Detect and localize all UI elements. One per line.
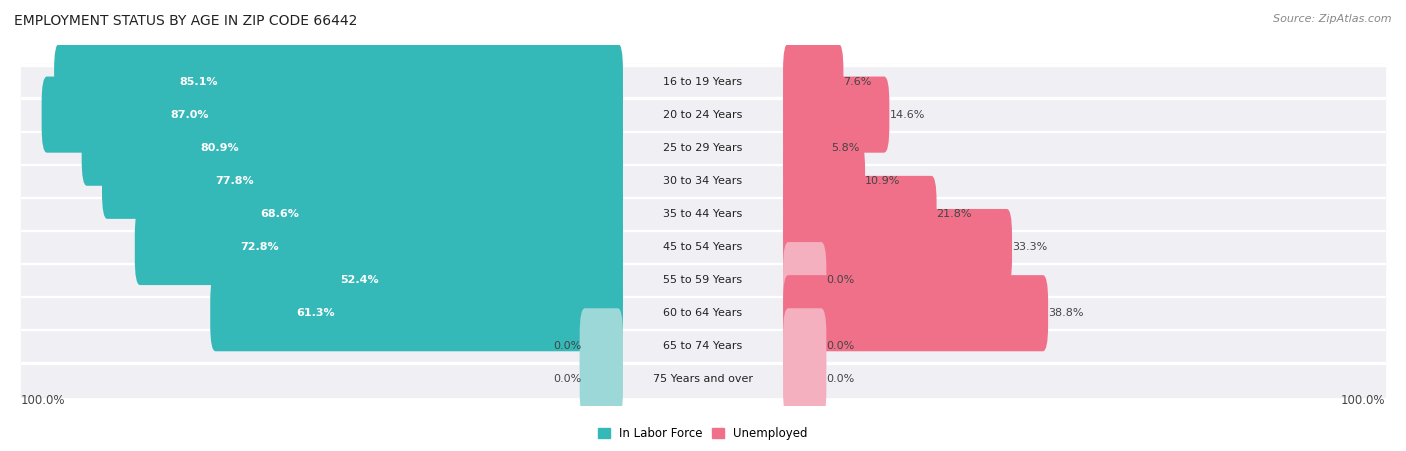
Text: 16 to 19 Years: 16 to 19 Years bbox=[664, 77, 742, 87]
Text: 77.8%: 77.8% bbox=[215, 176, 254, 186]
Bar bbox=[21, 64, 1385, 99]
Bar bbox=[21, 230, 1385, 231]
Text: 72.8%: 72.8% bbox=[240, 242, 278, 252]
Text: 87.0%: 87.0% bbox=[170, 110, 209, 120]
FancyBboxPatch shape bbox=[269, 242, 623, 318]
Bar bbox=[21, 329, 1385, 364]
Text: 0.0%: 0.0% bbox=[554, 341, 582, 351]
Text: 61.3%: 61.3% bbox=[297, 308, 336, 318]
FancyBboxPatch shape bbox=[783, 242, 827, 318]
Bar bbox=[21, 164, 1385, 165]
Text: 5.8%: 5.8% bbox=[831, 143, 860, 153]
FancyBboxPatch shape bbox=[783, 209, 1012, 285]
Bar bbox=[21, 329, 1385, 331]
Legend: In Labor Force, Unemployed: In Labor Force, Unemployed bbox=[598, 427, 808, 440]
FancyBboxPatch shape bbox=[783, 43, 844, 120]
Text: 0.0%: 0.0% bbox=[827, 374, 855, 384]
Bar bbox=[21, 263, 1385, 264]
Text: 10.9%: 10.9% bbox=[865, 176, 900, 186]
FancyBboxPatch shape bbox=[82, 110, 623, 186]
Bar bbox=[21, 362, 1385, 396]
FancyBboxPatch shape bbox=[579, 308, 623, 384]
Bar bbox=[21, 263, 1385, 297]
Bar bbox=[21, 197, 1385, 198]
Text: 75 Years and over: 75 Years and over bbox=[652, 374, 754, 384]
Text: 45 to 54 Years: 45 to 54 Years bbox=[664, 242, 742, 252]
Text: 20 to 24 Years: 20 to 24 Years bbox=[664, 110, 742, 120]
FancyBboxPatch shape bbox=[783, 275, 1047, 351]
Text: 35 to 44 Years: 35 to 44 Years bbox=[664, 209, 742, 219]
Bar bbox=[21, 64, 1385, 66]
FancyBboxPatch shape bbox=[53, 43, 623, 120]
Bar bbox=[21, 197, 1385, 231]
Text: 33.3%: 33.3% bbox=[1012, 242, 1047, 252]
FancyBboxPatch shape bbox=[42, 77, 623, 153]
Text: 0.0%: 0.0% bbox=[554, 374, 582, 384]
FancyBboxPatch shape bbox=[783, 176, 936, 252]
Text: 0.0%: 0.0% bbox=[827, 275, 855, 285]
Text: 68.6%: 68.6% bbox=[260, 209, 299, 219]
Text: 14.6%: 14.6% bbox=[890, 110, 925, 120]
FancyBboxPatch shape bbox=[783, 143, 865, 219]
FancyBboxPatch shape bbox=[135, 209, 623, 285]
Text: 21.8%: 21.8% bbox=[936, 209, 972, 219]
Bar bbox=[21, 164, 1385, 198]
Text: 38.8%: 38.8% bbox=[1047, 308, 1084, 318]
FancyBboxPatch shape bbox=[211, 275, 623, 351]
Text: 65 to 74 Years: 65 to 74 Years bbox=[664, 341, 742, 351]
Text: EMPLOYMENT STATUS BY AGE IN ZIP CODE 66442: EMPLOYMENT STATUS BY AGE IN ZIP CODE 664… bbox=[14, 14, 357, 28]
Text: 30 to 34 Years: 30 to 34 Years bbox=[664, 176, 742, 186]
Text: 80.9%: 80.9% bbox=[200, 143, 239, 153]
FancyBboxPatch shape bbox=[103, 143, 623, 219]
Bar bbox=[21, 230, 1385, 264]
Text: 60 to 64 Years: 60 to 64 Years bbox=[664, 308, 742, 318]
Bar bbox=[21, 362, 1385, 364]
FancyBboxPatch shape bbox=[783, 308, 827, 384]
Text: 100.0%: 100.0% bbox=[21, 395, 65, 407]
FancyBboxPatch shape bbox=[783, 77, 890, 153]
Text: 7.6%: 7.6% bbox=[844, 77, 872, 87]
Text: 85.1%: 85.1% bbox=[180, 77, 218, 87]
FancyBboxPatch shape bbox=[783, 341, 827, 418]
Bar bbox=[21, 296, 1385, 331]
Text: 25 to 29 Years: 25 to 29 Years bbox=[664, 143, 742, 153]
Text: 0.0%: 0.0% bbox=[827, 341, 855, 351]
Bar bbox=[21, 296, 1385, 297]
Bar bbox=[21, 130, 1385, 132]
Text: 100.0%: 100.0% bbox=[1341, 395, 1385, 407]
Text: Source: ZipAtlas.com: Source: ZipAtlas.com bbox=[1274, 14, 1392, 23]
FancyBboxPatch shape bbox=[783, 110, 831, 186]
Text: 52.4%: 52.4% bbox=[340, 275, 380, 285]
Text: 55 to 59 Years: 55 to 59 Years bbox=[664, 275, 742, 285]
FancyBboxPatch shape bbox=[579, 341, 623, 418]
Bar bbox=[21, 97, 1385, 99]
Bar bbox=[21, 97, 1385, 132]
FancyBboxPatch shape bbox=[162, 176, 623, 252]
Bar bbox=[21, 130, 1385, 165]
